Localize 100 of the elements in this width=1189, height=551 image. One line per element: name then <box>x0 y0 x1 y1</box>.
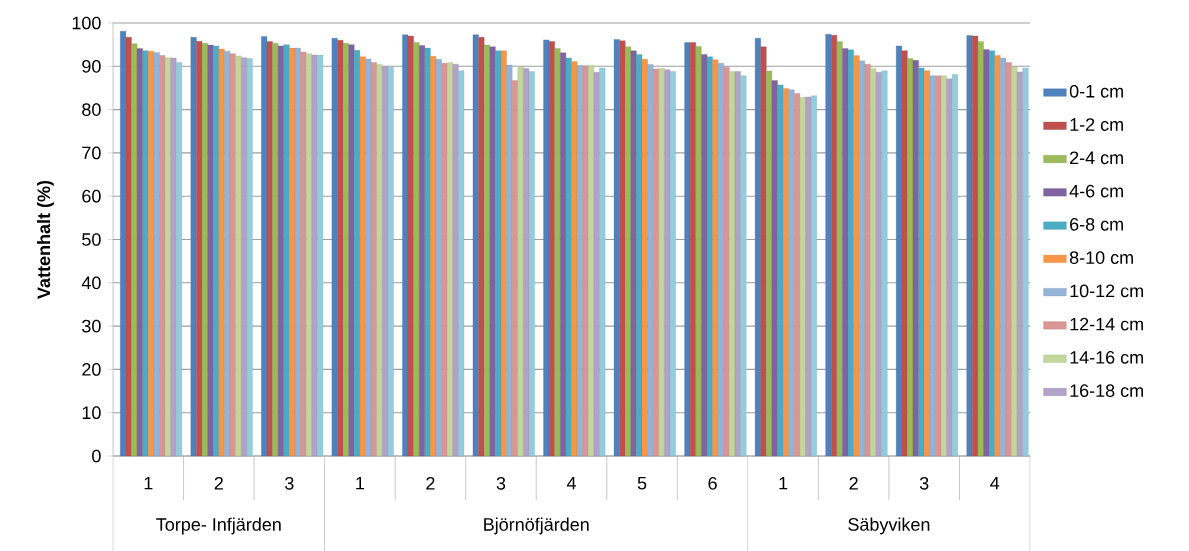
bar <box>881 70 888 457</box>
bar <box>695 46 702 457</box>
y-tick-label: 40 <box>81 276 101 290</box>
bar <box>712 59 719 457</box>
bar <box>170 57 177 457</box>
y-tick-label: 30 <box>82 319 101 333</box>
bar <box>853 55 860 457</box>
bar <box>754 38 761 457</box>
legend-label: 14-16 cm <box>1070 351 1143 364</box>
bar <box>359 56 366 457</box>
legend-label: 8-10 cm <box>1069 251 1133 264</box>
bar <box>235 55 242 457</box>
bar <box>740 75 747 457</box>
y-tick-label: 70 <box>82 146 101 160</box>
y-tick-label: 100 <box>72 16 101 30</box>
bar <box>966 35 973 457</box>
bar <box>599 67 606 457</box>
y-tick-label: 50 <box>82 233 101 246</box>
bar <box>825 34 832 457</box>
bar <box>435 59 442 457</box>
bar <box>593 72 600 457</box>
legend-label: 12-14 cm <box>1070 317 1143 331</box>
y-tick-label: 90 <box>82 59 101 73</box>
bar <box>207 44 214 457</box>
bar <box>441 63 448 457</box>
legend-label: 6-8 cm <box>1070 217 1123 231</box>
bar <box>1022 67 1029 457</box>
bar <box>142 50 149 457</box>
x-tick-label: 4 <box>566 476 576 490</box>
text: Torpe- Infjärden <box>156 517 281 535</box>
bar <box>164 57 171 457</box>
bar <box>946 78 953 457</box>
legend-label: 2-4 cm <box>1070 151 1123 165</box>
bar <box>760 46 767 457</box>
bar <box>458 70 465 457</box>
bar <box>413 42 420 457</box>
bar <box>912 60 919 457</box>
bar <box>342 43 349 457</box>
bar <box>952 74 958 457</box>
bar <box>836 41 843 457</box>
bar <box>994 55 1001 457</box>
bar <box>478 37 485 457</box>
legend-label: 1-2 cm <box>1070 118 1123 131</box>
legend-label: 16-18 cm <box>1070 384 1143 398</box>
bar <box>565 57 572 457</box>
bar <box>370 62 377 457</box>
bar <box>977 41 984 457</box>
bar <box>734 71 741 457</box>
bar <box>348 44 355 457</box>
x-tick-label: 5 <box>637 476 647 490</box>
bar <box>190 37 197 457</box>
bar <box>864 63 871 457</box>
bar <box>125 37 132 457</box>
legend-label: 4-6 cm <box>1069 184 1123 198</box>
text: Säbyviken <box>848 517 930 535</box>
bar <box>554 48 561 457</box>
bar <box>272 43 279 457</box>
bar <box>300 51 307 457</box>
bar <box>331 38 338 457</box>
y-axis-title: Vattenhalt (%) <box>36 180 54 299</box>
y-tick-label: 0 <box>92 449 101 463</box>
x-tick-label: 2 <box>426 476 435 490</box>
x-tick-label: 3 <box>496 476 506 490</box>
x-tick-label: 1 <box>144 476 153 490</box>
x-tick-label: 3 <box>919 476 929 490</box>
bar <box>875 72 882 457</box>
bar <box>799 97 806 457</box>
bar <box>901 50 908 457</box>
bar <box>294 47 301 457</box>
bar <box>317 54 324 457</box>
bar <box>658 68 665 457</box>
bar <box>1005 62 1012 457</box>
y-tick-label: 20 <box>82 363 101 376</box>
bar <box>136 48 143 457</box>
bar <box>528 71 535 457</box>
bar <box>489 46 496 457</box>
bar <box>506 64 513 457</box>
bar <box>500 50 507 457</box>
x-tick-label: 3 <box>285 476 294 490</box>
bar <box>407 35 414 457</box>
bar <box>788 89 795 457</box>
bar <box>1017 71 1023 457</box>
y-tick-label: 10 <box>82 406 101 420</box>
x-tick-label: 1 <box>779 476 788 490</box>
bar <box>929 75 936 457</box>
x-tick-label: 1 <box>356 476 365 490</box>
legend-label: 10-12 cm <box>1070 284 1143 298</box>
bar <box>641 59 648 457</box>
x-tick-label: 2 <box>214 476 223 490</box>
bar <box>548 41 555 457</box>
bar <box>229 53 236 457</box>
bar <box>619 40 626 457</box>
bar <box>723 67 730 457</box>
bar <box>424 47 431 457</box>
bar <box>452 63 459 457</box>
bar <box>376 64 383 457</box>
bar <box>706 56 713 457</box>
bar <box>176 62 183 457</box>
y-tick-label: 60 <box>82 189 101 203</box>
legend-label: 0-1 cm <box>1069 84 1123 98</box>
